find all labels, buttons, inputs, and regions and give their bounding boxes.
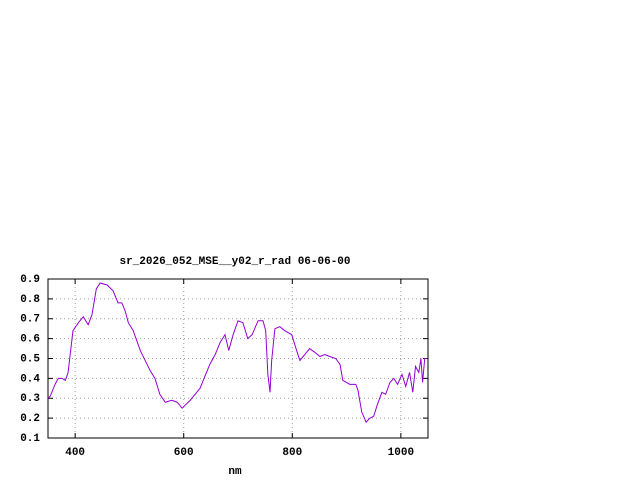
plot-frame bbox=[47, 278, 429, 439]
data-line bbox=[47, 282, 427, 423]
y-tick-label: 0.8 bbox=[20, 294, 40, 306]
y-tick-label: 0.7 bbox=[20, 314, 40, 326]
chart-title: sr_2026_052_MSE__y02_r_rad 06-06-00 bbox=[119, 256, 350, 268]
x-axis-label: nm bbox=[228, 466, 242, 478]
y-tick-label: 0.4 bbox=[20, 373, 40, 385]
y-tick-label: 0.5 bbox=[20, 353, 40, 365]
y-tick-label: 0.9 bbox=[20, 274, 40, 286]
x-tick-label: 400 bbox=[65, 447, 85, 459]
x-tick-label: 800 bbox=[282, 447, 302, 459]
y-tick-label: 0.1 bbox=[20, 433, 40, 445]
y-tick-label: 0.3 bbox=[20, 393, 40, 405]
y-tick-label: 0.6 bbox=[20, 334, 40, 346]
x-tick-label: 600 bbox=[174, 447, 194, 459]
x-tick-label: 1000 bbox=[388, 447, 414, 459]
y-tick-label: 0.2 bbox=[20, 413, 40, 425]
